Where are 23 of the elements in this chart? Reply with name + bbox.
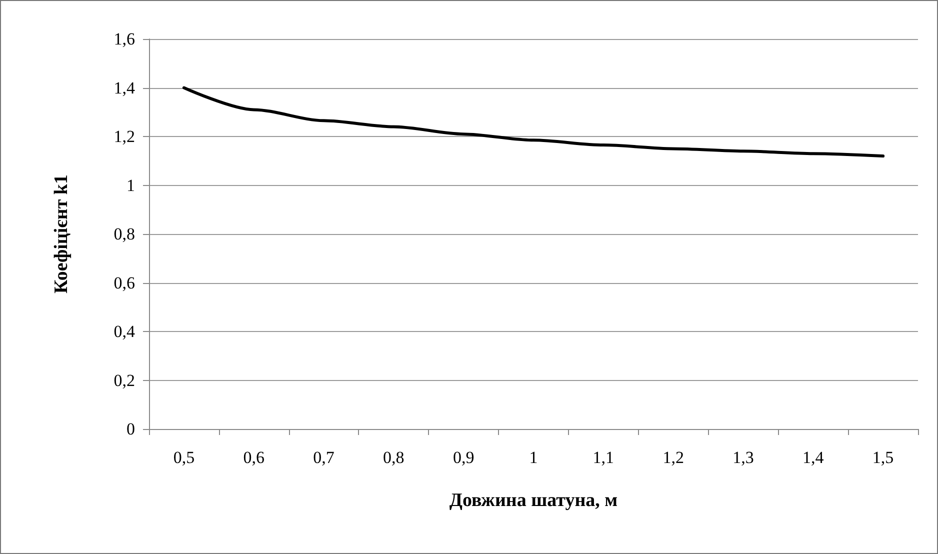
line-series (182, 86, 885, 158)
y-tick-label: 0,4 (114, 322, 136, 341)
x-tick-label: 0,7 (313, 448, 335, 467)
x-tick-label: 1,5 (872, 448, 894, 467)
x-axis-title: Довжина шатуна, м (449, 490, 618, 511)
y-tick-label: 0,8 (114, 224, 135, 244)
x-tick-label: 1,2 (662, 448, 684, 467)
y-tick-label: 0,2 (114, 370, 135, 390)
x-tick-label: 0,6 (243, 448, 264, 467)
x-tick-label: 0,9 (452, 448, 474, 467)
y-tick-label: 0 (126, 420, 135, 438)
y-tick-label: 0,6 (114, 273, 135, 292)
y-axis-title: Коефіцієнт k1 (51, 174, 72, 294)
x-tick-label: 1,3 (732, 448, 754, 467)
x-tick-label: 1,1 (592, 448, 614, 467)
x-tick-label: 1,4 (802, 448, 824, 467)
y-tick-label: 1 (126, 176, 135, 195)
x-tick-label: 1 (529, 448, 538, 467)
y-tick-label: 1,4 (114, 78, 136, 98)
y-tick-label: 1,2 (114, 127, 135, 146)
x-tick-label: 0,8 (383, 448, 404, 467)
y-tick-label: 1,6 (114, 30, 135, 48)
x-tick-label: 0,5 (173, 448, 195, 467)
